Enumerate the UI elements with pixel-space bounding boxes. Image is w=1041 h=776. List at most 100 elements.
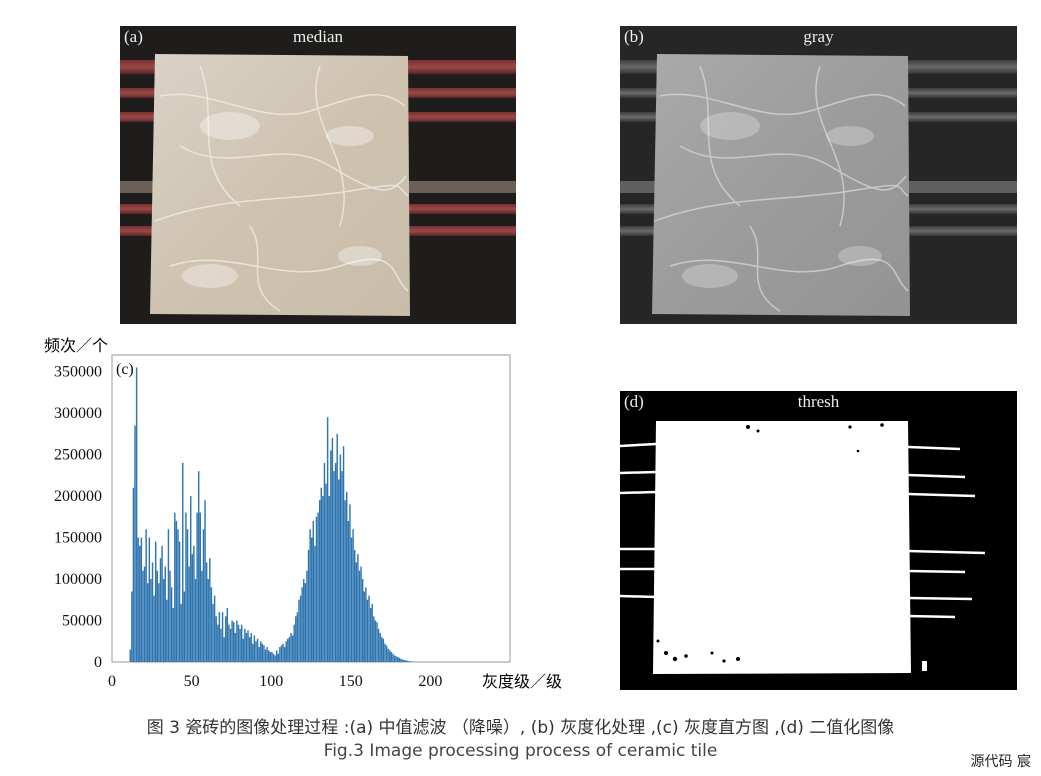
histogram-bar xyxy=(221,612,224,662)
histogram-bar xyxy=(295,616,297,662)
histogram-bar xyxy=(287,638,289,662)
y-tick-label: 350000 xyxy=(54,364,102,381)
figure-caption-english: Fig.3 Image processing process of cerami… xyxy=(323,741,718,761)
histogram-bar xyxy=(183,591,186,662)
histogram-bar xyxy=(279,647,281,662)
histogram-bar xyxy=(334,462,337,662)
histogram-bar xyxy=(258,647,260,662)
histogram-bar xyxy=(205,562,208,662)
histogram-bar xyxy=(261,643,264,662)
histogram-bar xyxy=(296,612,299,662)
histogram-bar xyxy=(156,570,159,662)
histogram-bar xyxy=(368,595,370,662)
histogram-bar xyxy=(207,579,209,662)
histogram-bar xyxy=(401,659,404,662)
histogram-bar xyxy=(275,650,278,662)
histogram-bar xyxy=(395,656,397,662)
histogram-bar xyxy=(361,579,364,662)
histogram-bar xyxy=(204,500,206,662)
histogram-bar xyxy=(145,529,147,662)
gray-photo xyxy=(620,26,1017,324)
histogram-bar xyxy=(159,558,162,662)
histogram-bar xyxy=(250,632,252,662)
histogram-bar xyxy=(363,591,365,662)
histogram-bar xyxy=(182,462,184,662)
histogram-bar xyxy=(234,632,237,662)
histogram-bar xyxy=(226,608,229,662)
histogram-bar xyxy=(369,608,372,662)
histogram-bar xyxy=(247,630,249,662)
histogram-bar xyxy=(193,545,195,662)
histogram-bar xyxy=(266,647,268,662)
histogram-bar xyxy=(293,624,295,662)
histogram-bar xyxy=(403,659,405,662)
histogram-bar xyxy=(382,638,385,662)
histogram-bars xyxy=(129,367,415,662)
histogram-bar xyxy=(339,454,342,662)
histogram-bar xyxy=(283,647,286,662)
histogram-bar xyxy=(408,661,410,662)
y-tick-label: 150000 xyxy=(54,530,102,547)
histogram-bar xyxy=(341,471,343,662)
histogram-bar xyxy=(398,657,400,662)
x-axis-ticks: 0 50 100 150 200 xyxy=(108,673,442,690)
histogram-bar xyxy=(366,599,369,662)
histogram-bar xyxy=(304,583,307,662)
y-tick-label: 50000 xyxy=(62,613,102,630)
y-tick-label: 200000 xyxy=(54,488,102,505)
histogram-bar xyxy=(143,566,146,662)
histogram-bar xyxy=(217,624,219,662)
histogram-bar xyxy=(384,643,386,662)
histogram-bar xyxy=(212,603,214,662)
histogram-bar xyxy=(404,660,407,662)
histogram-bar xyxy=(129,649,131,662)
histogram-bar xyxy=(248,637,251,662)
histogram-bar xyxy=(285,641,287,662)
histogram-bar xyxy=(153,595,155,662)
histogram-bar xyxy=(307,549,310,662)
y-axis-ticks: 0 50000 100000 150000 200000 250000 300000 3500… xyxy=(54,364,102,671)
figure-caption-chinese: 图 3 瓷砖的图像处理过程 :(a) 中值滤波 （降噪）, (b) 灰度化处理 … xyxy=(146,718,895,738)
histogram-bar xyxy=(346,491,348,662)
histogram-bar xyxy=(314,545,316,662)
histogram-bar xyxy=(406,660,408,662)
histogram-bar xyxy=(365,587,367,662)
y-tick-label: 0 xyxy=(94,654,102,671)
histogram-bar xyxy=(381,637,383,662)
histogram-bar xyxy=(194,579,197,662)
histogram-bar xyxy=(197,471,200,662)
x-tick-label: 200 xyxy=(418,673,442,690)
histogram-bar xyxy=(215,616,217,662)
histogram-bar xyxy=(131,591,133,662)
y-tick-label: 300000 xyxy=(54,405,102,422)
histogram-bar xyxy=(240,624,243,662)
histogram-bar xyxy=(387,648,389,662)
histogram-bar xyxy=(139,545,141,662)
histogram-bar xyxy=(223,637,225,662)
histogram-bar xyxy=(177,529,179,662)
histogram-bar xyxy=(290,632,292,662)
histogram-bar xyxy=(162,579,165,662)
histogram-bar xyxy=(178,541,181,662)
histogram-bar xyxy=(331,437,334,662)
histogram-bar xyxy=(409,661,412,662)
histogram-bar xyxy=(228,624,230,662)
y-tick-label: 100000 xyxy=(54,571,102,588)
histogram-bar xyxy=(349,504,351,662)
histogram-bar xyxy=(132,487,135,662)
histogram-bar xyxy=(320,487,322,662)
histogram-bar xyxy=(360,566,362,662)
histogram-bar xyxy=(255,641,257,662)
histogram-bar xyxy=(336,433,338,662)
histogram-bar xyxy=(274,655,276,662)
histogram-bar xyxy=(379,632,381,662)
histogram-bar xyxy=(377,628,380,662)
histogram-bar xyxy=(188,566,190,662)
histogram-bar xyxy=(389,650,391,662)
y-axis-title: 频次／个 xyxy=(44,336,108,355)
histogram-bar xyxy=(199,512,201,662)
histogram-bar xyxy=(140,537,143,662)
histogram-bar xyxy=(236,620,238,662)
histogram-bar xyxy=(218,612,221,662)
histogram-bar xyxy=(151,562,154,662)
